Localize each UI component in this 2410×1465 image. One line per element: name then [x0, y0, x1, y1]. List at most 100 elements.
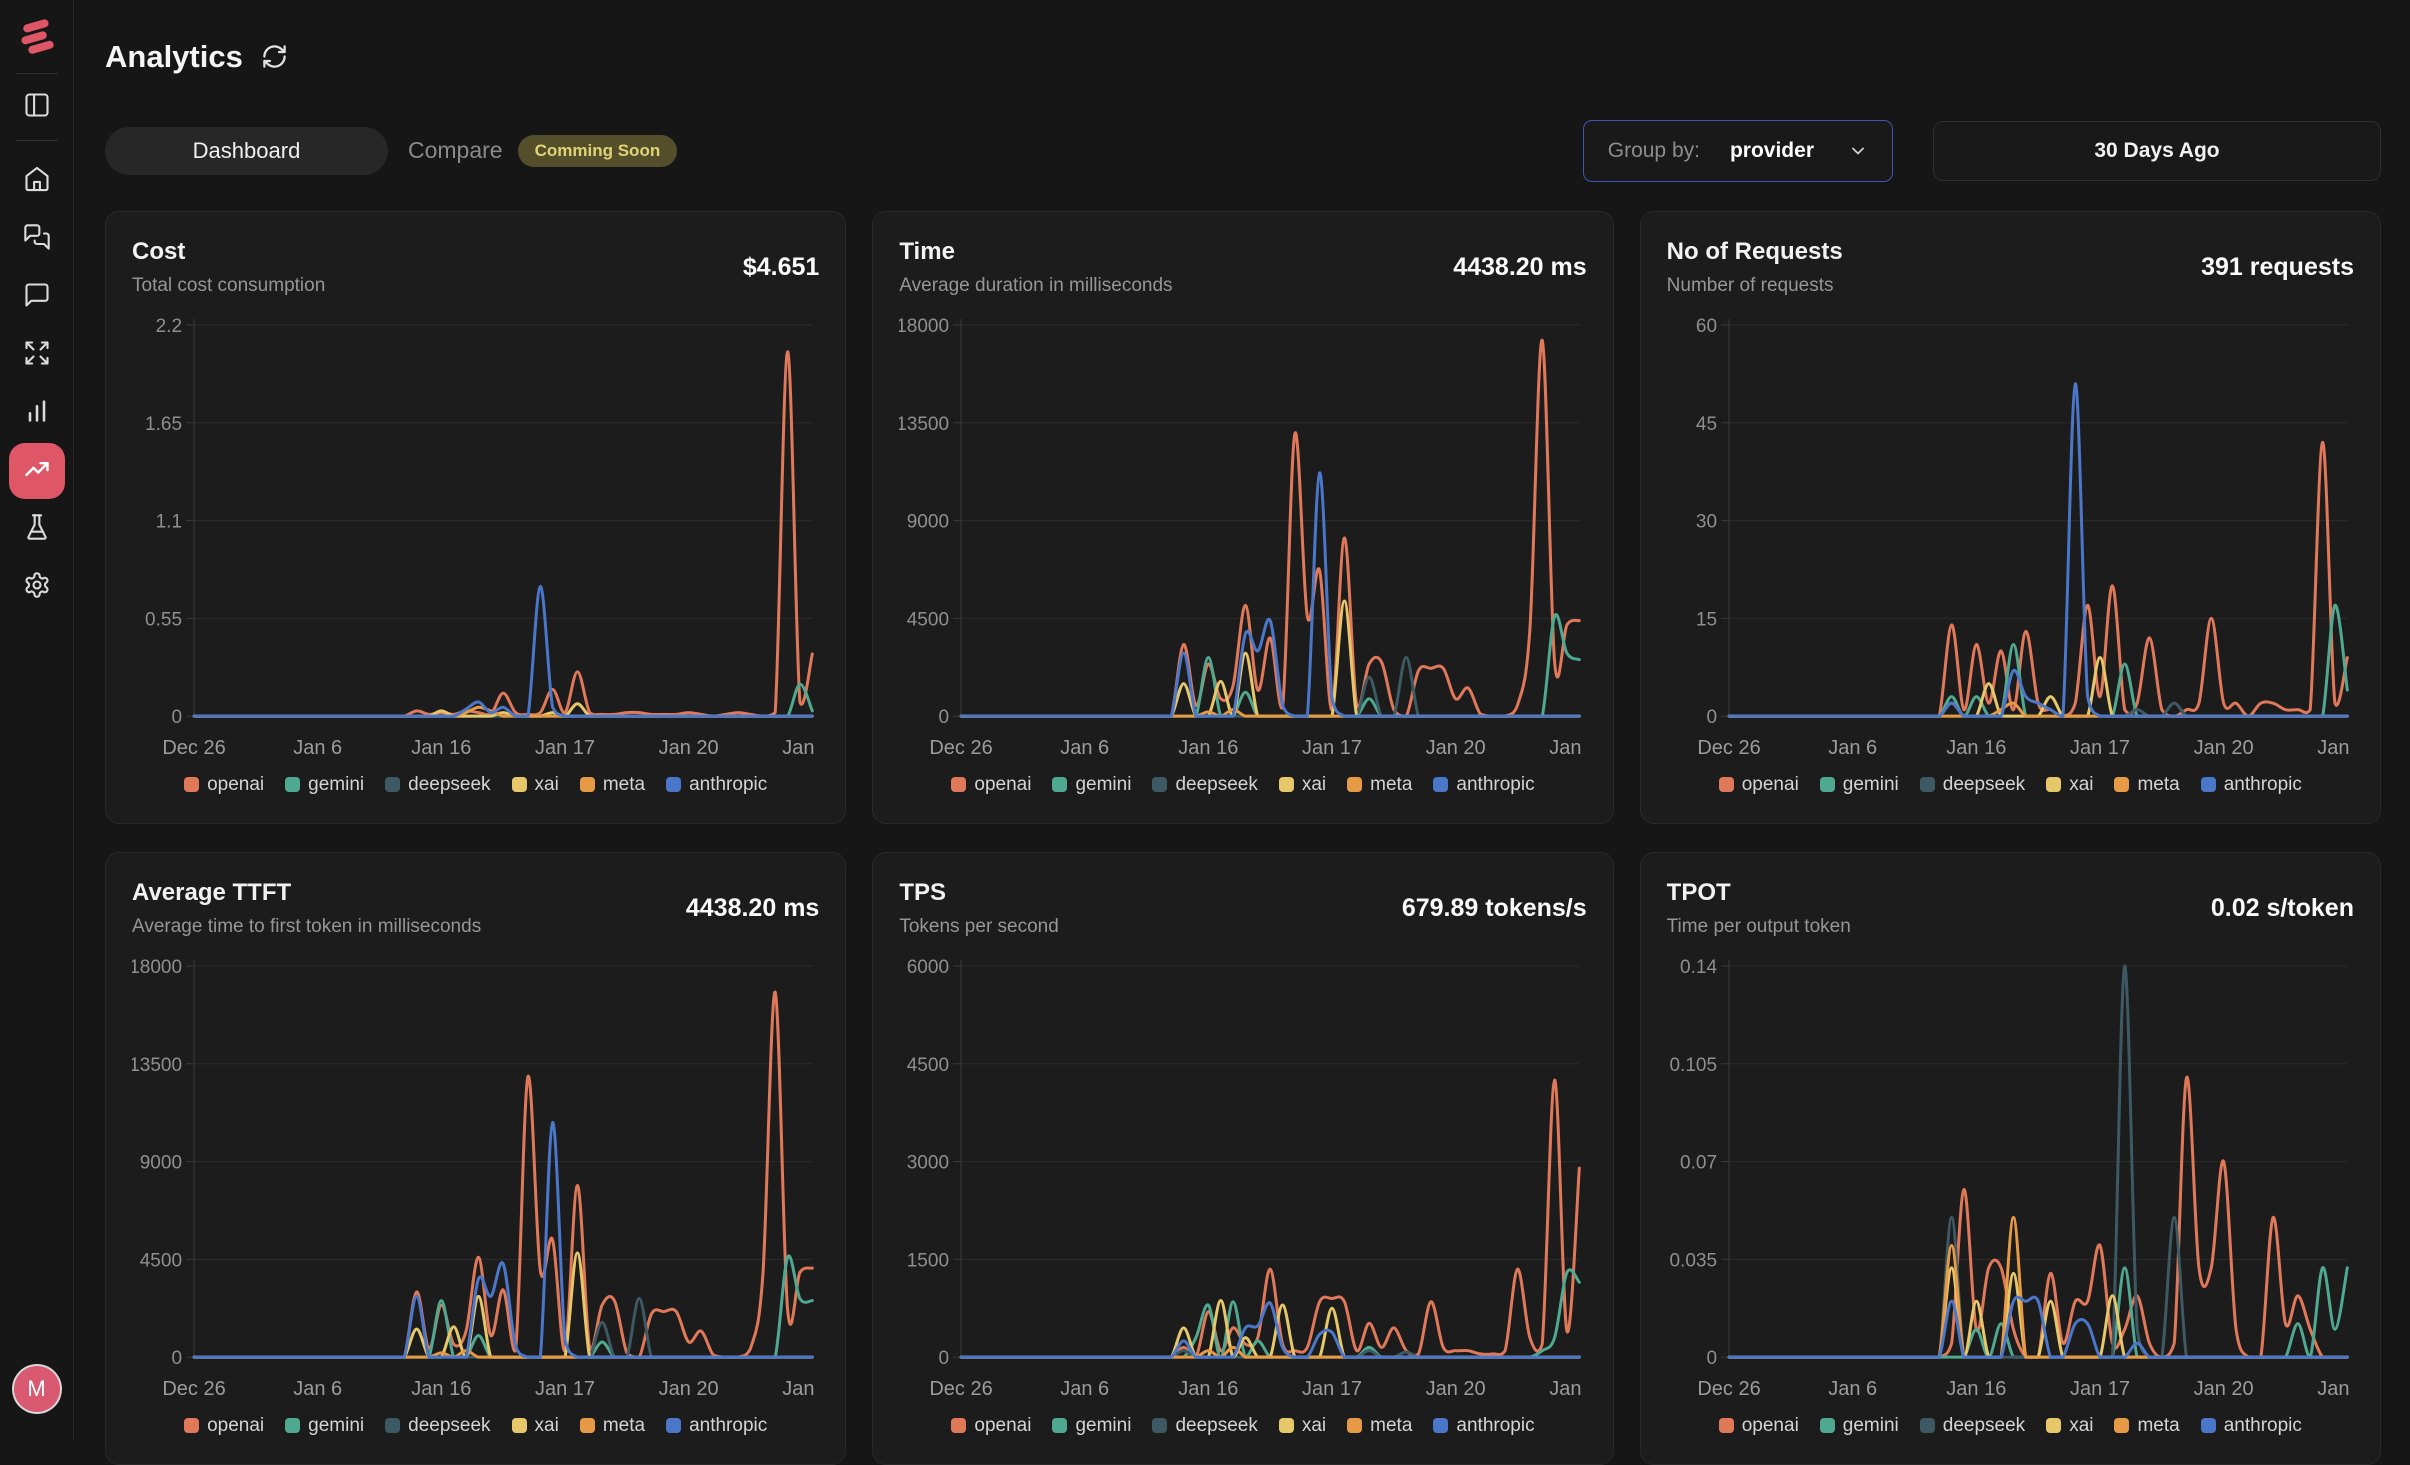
series-line-xai: [1727, 1265, 2349, 1359]
series-line-anthropic: [192, 1120, 814, 1359]
legend-item-xai[interactable]: xai: [511, 1414, 559, 1437]
sidebar-item-expand[interactable]: [0, 326, 74, 384]
legend-item-deepseek[interactable]: deepseek: [1152, 1414, 1258, 1437]
legend-item-gemini[interactable]: gemini: [1819, 1415, 1899, 1437]
toolbar-controls: Group by: provider 30 Days Ago: [1582, 119, 2381, 182]
legend-item-meta[interactable]: meta: [579, 1414, 646, 1437]
chart-tpot[interactable]: 0 0.035 0.07 0.105 0.14 Dec 26 Jan 6 Jan 16 Jan …: [1667, 952, 2354, 1407]
legend-label: xai: [1301, 1414, 1327, 1436]
legend-item-anthropic[interactable]: anthropic: [666, 1415, 767, 1437]
chart-ttft[interactable]: 0 4500 9000 13500 18000 Dec 26 Jan 6 Jan 16 Jan …: [132, 952, 819, 1407]
chart-cost[interactable]: 0 0.55 1.1 1.65 2.2 Dec 26 Jan 6 Jan 16 Jan 17 Ja…: [132, 311, 819, 766]
message-icon: [23, 281, 51, 314]
legend-color-chip: [1278, 1418, 1294, 1434]
sidebar-item-home[interactable]: [0, 152, 74, 210]
legend-item-deepseek[interactable]: deepseek: [1919, 774, 2025, 796]
chart-wrap-cost: 0 0.55 1.1 1.65 2.2 Dec 26 Jan 6 Jan 16 Jan 17 Ja…: [132, 311, 819, 766]
metric-card-requests: No of Requests Number of requests 391 requ…: [1639, 210, 2381, 824]
legend-item-deepseek[interactable]: deepseek: [1152, 774, 1258, 796]
legend-item-openai[interactable]: openai: [951, 774, 1031, 796]
group-by-select[interactable]: Group by: provider: [1582, 119, 1893, 182]
chart-time[interactable]: 0 4500 9000 13500 18000 Dec 26 Jan 6 Jan 16 Jan …: [899, 311, 1586, 766]
x-tick-label: Jan 17: [535, 1378, 595, 1400]
x-tick-label: Jan 17: [1302, 1378, 1362, 1400]
sidebar-item-messages[interactable]: [0, 268, 74, 326]
legend-color-chip: [1718, 777, 1734, 793]
y-tick-label: 1.1: [156, 511, 182, 532]
x-tick-label: Jan 25: [2317, 1378, 2354, 1400]
series-line-xai: [959, 1298, 1582, 1359]
card-header-text: No of Requests Number of requests: [1667, 238, 1843, 297]
legend-item-anthropic[interactable]: anthropic: [1433, 1415, 1535, 1437]
sidebar-item-metrics[interactable]: [0, 384, 74, 442]
sidebar-item-analytics[interactable]: [0, 442, 74, 500]
sidebar-item-experiments[interactable]: [0, 500, 74, 558]
legend-label: xai: [534, 1414, 559, 1436]
legend-label: meta: [602, 1414, 646, 1436]
legend-item-xai[interactable]: xai: [2046, 774, 2093, 796]
legend-item-deepseek[interactable]: deepseek: [1919, 1415, 2025, 1437]
legend-item-anthropic[interactable]: anthropic: [666, 774, 767, 796]
legend-item-gemini[interactable]: gemini: [1052, 1415, 1131, 1437]
y-tick-label: 0: [939, 707, 950, 728]
legend-item-xai[interactable]: xai: [1278, 1414, 1327, 1437]
legend-item-gemini[interactable]: gemini: [1052, 774, 1131, 796]
date-range-button[interactable]: 30 Days Ago: [1933, 120, 2381, 181]
legend-item-meta[interactable]: meta: [1347, 1415, 1412, 1437]
main-content: Analytics Dashboard Compare Comming Soon…: [74, 0, 2410, 1465]
legend-item-xai[interactable]: xai: [1278, 774, 1326, 796]
legend-item-openai[interactable]: openai: [1718, 1415, 1799, 1437]
card-header-text: TPOT Time per output token: [1667, 879, 1851, 938]
legend-item-anthropic[interactable]: anthropic: [2200, 1415, 2302, 1437]
sidebar-item-panel-toggle[interactable]: [0, 85, 74, 129]
legend-label: deepseek: [408, 773, 491, 795]
page-title: Analytics: [105, 38, 243, 74]
legend-item-meta[interactable]: meta: [1347, 774, 1412, 796]
legend-item-xai[interactable]: xai: [2046, 1415, 2093, 1437]
legend-item-gemini[interactable]: gemini: [285, 774, 364, 796]
legend-label: gemini: [308, 1414, 365, 1436]
chart-tps[interactable]: 0 1500 3000 4500 6000 Dec 26 Jan 6 Jan 16 Jan 17…: [899, 952, 1587, 1407]
legend-label: deepseek: [1175, 1414, 1258, 1436]
legend-item-xai[interactable]: xai: [511, 774, 559, 796]
legend-item-openai[interactable]: openai: [951, 1415, 1031, 1437]
refresh-button[interactable]: [261, 43, 288, 70]
tab-dashboard[interactable]: Dashboard: [105, 126, 388, 175]
tab-compare[interactable]: Compare Comming Soon: [408, 134, 678, 167]
series-line-openai: [959, 1078, 1582, 1359]
sidebar-item-settings[interactable]: [0, 558, 74, 616]
legend-item-meta[interactable]: meta: [2114, 774, 2180, 796]
legend-item-deepseek[interactable]: deepseek: [385, 773, 491, 796]
legend-item-anthropic[interactable]: anthropic: [1433, 774, 1535, 796]
series-line-openai: [959, 338, 1582, 718]
y-tick-label: 30: [1696, 511, 1717, 532]
legend-item-meta[interactable]: meta: [2114, 1415, 2180, 1437]
legend-item-openai[interactable]: openai: [184, 1415, 264, 1437]
legend-color-chip: [285, 777, 301, 793]
card-metric-value: 679.89 tokens/s: [1401, 893, 1587, 922]
legend-item-meta[interactable]: meta: [579, 774, 645, 796]
y-tick-label: 3000: [907, 1152, 949, 1173]
card-header-ttft: Average TTFT Average time to first token …: [132, 879, 819, 938]
sidebar-item-conversations[interactable]: [0, 210, 74, 268]
chart-requests[interactable]: 0 15 30 45 60 Dec 26 Jan 6 Jan 16 Jan 17 Jan 20 Ja…: [1667, 311, 2354, 766]
x-tick-label: Jan 6: [293, 1378, 342, 1400]
x-tick-label: Jan 20: [659, 1378, 719, 1400]
y-tick-label: 4500: [907, 609, 949, 630]
user-avatar[interactable]: M: [13, 1366, 60, 1412]
legend-item-openai[interactable]: openai: [1718, 774, 1799, 796]
legend-item-anthropic[interactable]: anthropic: [2200, 774, 2302, 796]
x-tick-label: Dec 26: [1697, 1378, 1760, 1400]
series-line-deepseek: [192, 1296, 814, 1359]
x-tick-label: Jan 25: [2317, 737, 2354, 759]
y-tick-label: 0.105: [1669, 1054, 1717, 1075]
series-line-gemini: [1727, 1265, 2349, 1359]
x-tick-label: Jan 17: [2070, 1378, 2130, 1400]
brand-logo[interactable]: [12, 12, 62, 62]
legend-item-deepseek[interactable]: deepseek: [385, 1415, 491, 1437]
legend-item-gemini[interactable]: gemini: [1819, 774, 1899, 796]
legend-color-chip: [1433, 1418, 1449, 1434]
legend-item-gemini[interactable]: gemini: [285, 1415, 364, 1437]
legend-color-chip: [285, 1418, 301, 1434]
legend-item-openai[interactable]: openai: [184, 774, 264, 796]
